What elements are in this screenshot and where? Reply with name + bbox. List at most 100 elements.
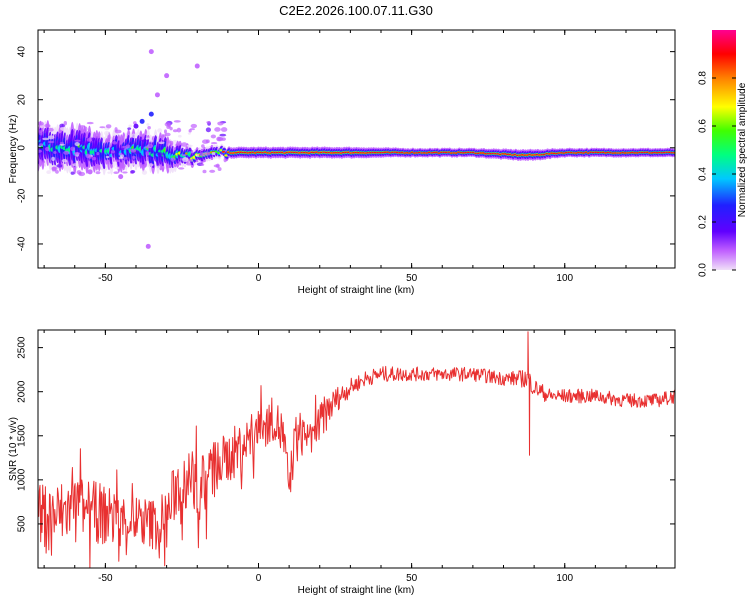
- spectral-speckle: [39, 143, 44, 147]
- spectral-speckle: [177, 134, 182, 138]
- spectral-speckle: [156, 165, 161, 169]
- spectral-point: [118, 174, 124, 180]
- spectral-speckle: [164, 132, 171, 137]
- spectral-speckle: [96, 152, 100, 156]
- snr-ytick-label: 2000: [17, 380, 28, 403]
- chart-title: C2E2.2026.100.07.11.G30: [279, 3, 433, 18]
- spectral-speckle: [104, 130, 110, 136]
- spectral-speckle: [172, 139, 177, 143]
- spectral-speckle: [86, 138, 93, 142]
- spectral-speckle: [163, 129, 167, 134]
- spectral-speckle: [70, 171, 75, 175]
- spectral-speckle: [213, 164, 220, 168]
- colorbar-gradient: [712, 30, 736, 270]
- spectral-speckle: [169, 126, 173, 131]
- spectrogram-ticks: -50 0 50 100 -40 -20 0 20 40: [17, 30, 675, 284]
- colorbar: 0.0 0.2 0.4 0.6 0.8 Normalized spectral ampl…: [698, 30, 748, 277]
- spectral-speckle: [202, 169, 207, 174]
- spectral-speckle: [176, 127, 182, 133]
- spectral-speckle: [61, 159, 68, 163]
- spectral-speckle: [223, 157, 227, 163]
- spectral-speckle: [83, 126, 88, 132]
- spectral-speckle: [118, 152, 123, 156]
- spectral-speckle: [95, 171, 101, 175]
- spectral-speckle: [148, 163, 154, 167]
- spectral-speckle: [181, 154, 187, 157]
- spectral-speckle: [127, 127, 132, 130]
- spectral-speckle: [72, 163, 79, 167]
- spectral-speckle: [189, 128, 195, 131]
- snr-frame: [37, 329, 676, 569]
- spectral-speckle: [167, 123, 172, 128]
- spectral-speckle: [42, 137, 50, 141]
- spectral-speckle: [45, 146, 50, 152]
- spectral-speckle: [128, 124, 132, 128]
- spectral-speckle: [158, 141, 165, 145]
- spectral-speckle: [113, 171, 119, 175]
- spectral-speckle: [55, 170, 59, 174]
- spectral-speckle: [141, 139, 147, 142]
- spectral-point: [145, 243, 151, 249]
- spectral-speckle: [221, 137, 226, 141]
- spectral-speckle: [44, 123, 51, 128]
- spectral-speckle: [86, 121, 94, 125]
- spectral-point: [133, 123, 139, 129]
- snr-ytick-label: 500: [17, 515, 28, 532]
- spectral-speckle: [38, 130, 44, 133]
- spectrogram-ytick-label: 40: [17, 46, 28, 58]
- spectral-speckle: [147, 126, 151, 130]
- spectral-speckle: [187, 158, 193, 162]
- snr-ytick-label: 2500: [17, 336, 28, 359]
- spectral-speckle: [157, 128, 163, 133]
- spectral-speckle: [204, 151, 211, 156]
- spectral-speckle: [114, 167, 120, 170]
- spectral-speckle: [38, 121, 44, 126]
- spectrogram-ytick-label: -20: [17, 188, 28, 203]
- spectral-speckle: [186, 144, 193, 147]
- spectral-speckle: [119, 163, 126, 169]
- spectral-speckle: [219, 133, 227, 137]
- spectral-speckle: [130, 148, 137, 153]
- spectral-speckle: [175, 143, 181, 147]
- spectral-speckle: [178, 167, 185, 170]
- colorbar-ticks: 0.0 0.2 0.4 0.6 0.8: [698, 71, 736, 277]
- spectral-speckle: [220, 127, 228, 132]
- spectral-speckle: [130, 170, 136, 174]
- spectrogram-ytick-label: 20: [17, 94, 28, 106]
- spectral-speckle: [156, 152, 164, 156]
- spectral-speckle: [59, 143, 65, 146]
- spectral-speckle: [141, 163, 147, 168]
- spectral-speckle: [74, 139, 81, 142]
- spectral-speckle: [107, 171, 111, 174]
- spectral-speckle: [48, 135, 55, 140]
- spectral-speckle: [190, 123, 198, 129]
- spectral-speckle: [78, 171, 82, 175]
- spectral-speckle: [188, 129, 192, 133]
- spectral-speckle: [94, 136, 101, 139]
- spectral-point: [148, 111, 154, 117]
- spectral-speckle: [209, 169, 216, 173]
- spectral-speckle: [63, 150, 70, 155]
- spectral-speckle: [182, 157, 189, 163]
- spectrogram-ylabel: Frequency (Hz): [8, 115, 19, 184]
- spectral-speckle: [214, 127, 221, 132]
- spectral-speckle: [146, 123, 150, 126]
- spectral-speckle: [210, 142, 218, 145]
- spectral-speckle: [186, 162, 192, 166]
- spectral-speckle: [206, 121, 211, 124]
- spectral-speckle: [217, 121, 224, 126]
- spectral-speckle: [73, 152, 80, 155]
- snr-ylabel: SNR (10 * v/v): [8, 417, 19, 481]
- spectral-speckle: [41, 160, 46, 164]
- spectral-speckle: [163, 134, 167, 138]
- colorbar-tick-label: 0.6: [698, 119, 709, 133]
- spectrogram-ytick-label: 0: [17, 145, 28, 151]
- spectral-speckle: [112, 141, 118, 145]
- spectral-speckle: [70, 146, 76, 151]
- spectral-speckle: [181, 142, 188, 147]
- spectral-speckle: [169, 142, 173, 148]
- spectral-speckle: [141, 170, 148, 175]
- spectral-point: [164, 73, 170, 79]
- spectrogram-panel: -50 0 50 100 -40 -20 0 20 40 Height of straight …: [8, 29, 676, 296]
